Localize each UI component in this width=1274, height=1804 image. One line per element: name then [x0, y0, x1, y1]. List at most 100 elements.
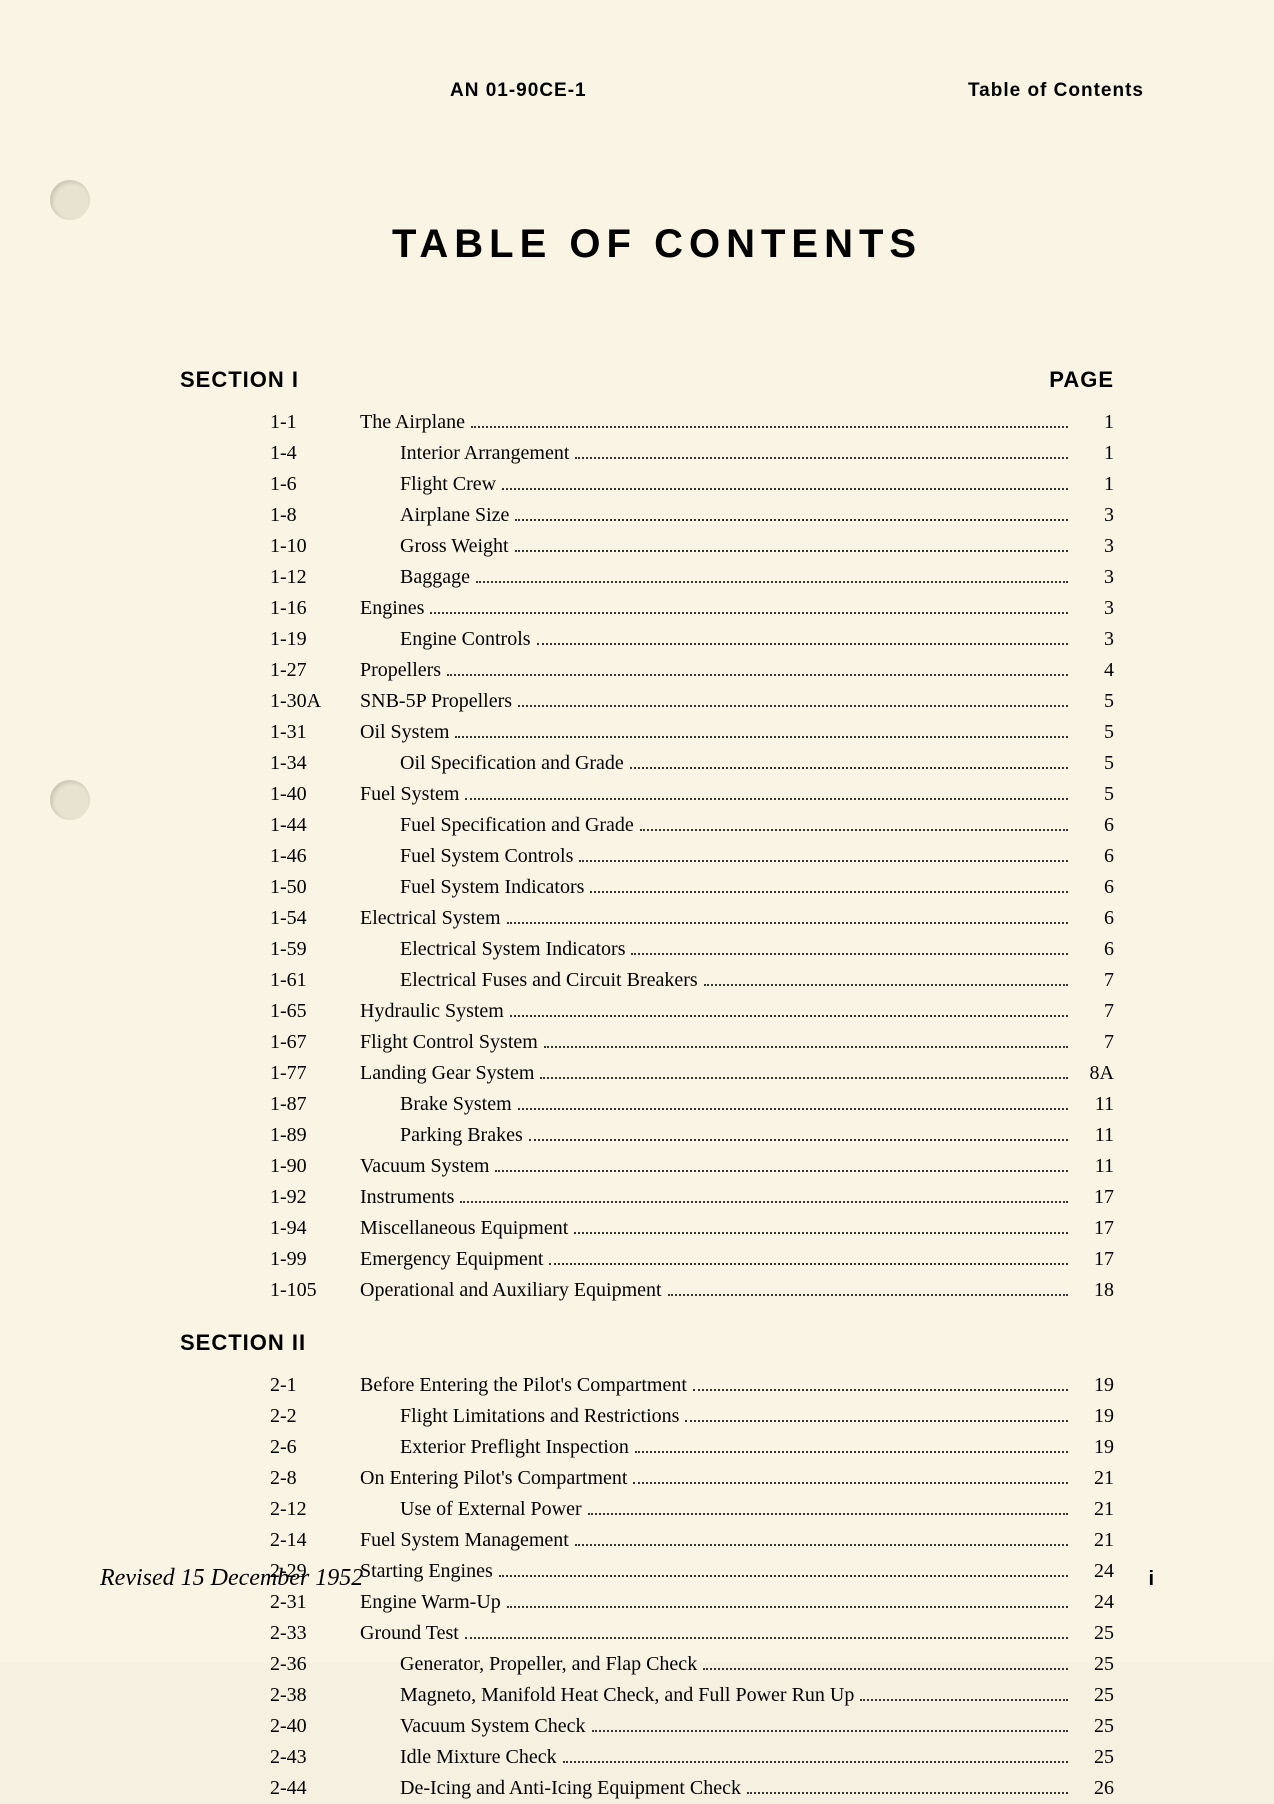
document-page: AN 01-90CE-1 Table of Contents TABLE OF …	[0, 0, 1274, 1662]
toc-entry: 1-16Engines3	[270, 593, 1114, 624]
toc-entry-title: Instruments	[360, 1182, 454, 1213]
toc-dotted-leader	[860, 1699, 1068, 1701]
toc-entry-number: 1-65	[270, 996, 360, 1027]
toc-entry-number: 1-77	[270, 1058, 360, 1089]
toc-entry-title: Gross Weight	[360, 531, 509, 562]
toc-entry-title: Engines	[360, 593, 424, 624]
toc-entry-title: Baggage	[360, 562, 470, 593]
toc-entry-page: 5	[1074, 717, 1114, 748]
toc-dotted-leader	[471, 426, 1068, 428]
toc-dotted-leader	[515, 550, 1068, 552]
toc-entry-title: Interior Arrangement	[360, 438, 569, 469]
toc-dotted-leader	[507, 1606, 1068, 1608]
toc-entry: 1-92Instruments17	[270, 1182, 1114, 1213]
toc-entry-title: Electrical System Indicators	[360, 934, 625, 965]
toc-dotted-leader	[465, 798, 1068, 800]
toc-entry-title: Landing Gear System	[360, 1058, 534, 1089]
toc-dotted-leader	[575, 1544, 1068, 1546]
toc-entry-number: 2-43	[270, 1742, 360, 1773]
toc-entry: 2-14Fuel System Management21	[270, 1525, 1114, 1556]
toc-entry-number: 1-31	[270, 717, 360, 748]
toc-dotted-leader	[495, 1170, 1068, 1172]
toc-dotted-leader	[447, 674, 1068, 676]
toc-entry: 1-94Miscellaneous Equipment17	[270, 1213, 1114, 1244]
toc-entry: 1-31Oil System5	[270, 717, 1114, 748]
toc-entry-title: Ground Test	[360, 1618, 459, 1649]
toc-entry-page: 1	[1074, 407, 1114, 438]
toc-entry-title: On Entering Pilot's Compartment	[360, 1463, 627, 1494]
toc-entry-number: 1-27	[270, 655, 360, 686]
toc-entry-number: 1-8	[270, 500, 360, 531]
toc-dotted-leader	[635, 1451, 1068, 1453]
toc-entry-number: 2-36	[270, 1649, 360, 1680]
toc-entry: 1-44Fuel Specification and Grade6	[270, 810, 1114, 841]
toc-dotted-leader	[540, 1077, 1068, 1079]
toc-entry-title: Brake System	[360, 1089, 512, 1120]
toc-entry-title: Flight Control System	[360, 1027, 538, 1058]
toc-entry-number: 2-12	[270, 1494, 360, 1525]
toc-entry-page: 3	[1074, 500, 1114, 531]
toc-dotted-leader	[574, 1232, 1068, 1234]
toc-entry-title: Fuel System Management	[360, 1525, 569, 1556]
toc-entry-title: Electrical Fuses and Circuit Breakers	[360, 965, 698, 996]
toc-dotted-leader	[668, 1294, 1068, 1296]
toc-entry: 1-19Engine Controls3	[270, 624, 1114, 655]
toc-dotted-leader	[529, 1139, 1068, 1141]
toc-entry-title: SNB-5P Propellers	[360, 686, 512, 717]
toc-entry: 1-50Fuel System Indicators6	[270, 872, 1114, 903]
toc-dotted-leader	[588, 1513, 1068, 1515]
toc-entry-number: 1-34	[270, 748, 360, 779]
toc-entry-page: 11	[1074, 1089, 1114, 1120]
toc-entry-title: Propellers	[360, 655, 441, 686]
header-right: Table of Contents	[968, 80, 1144, 102]
toc-entry: 2-40Vacuum System Check25	[270, 1711, 1114, 1742]
toc-entry-page: 5	[1074, 748, 1114, 779]
toc-dotted-leader	[633, 1482, 1068, 1484]
toc-entry-number: 1-59	[270, 934, 360, 965]
toc-dotted-leader	[592, 1730, 1068, 1732]
toc-entry-page: 19	[1074, 1370, 1114, 1401]
toc-entry-number: 1-94	[270, 1213, 360, 1244]
toc-entry-page: 7	[1074, 1027, 1114, 1058]
toc-entry-page: 21	[1074, 1463, 1114, 1494]
toc-entry-title: Idle Mixture Check	[360, 1742, 557, 1773]
toc-entry-title: Emergency Equipment	[360, 1244, 543, 1275]
toc-entry: 1-99Emergency Equipment17	[270, 1244, 1114, 1275]
toc-entry-title: Fuel System Controls	[360, 841, 573, 872]
toc-dotted-leader	[693, 1389, 1068, 1391]
toc-entry-page: 5	[1074, 686, 1114, 717]
page-header: AN 01-90CE-1 Table of Contents	[160, 80, 1154, 102]
toc-entry: 2-6Exterior Preflight Inspection19	[270, 1432, 1114, 1463]
toc-entry-page: 3	[1074, 562, 1114, 593]
toc-entry-page: 25	[1074, 1680, 1114, 1711]
section-label: SECTION II	[160, 1330, 1154, 1356]
toc-dotted-leader	[579, 860, 1068, 862]
toc-entry-page: 6	[1074, 903, 1114, 934]
toc-entry-number: 2-33	[270, 1618, 360, 1649]
toc-entry-number: 1-1	[270, 407, 360, 438]
toc-entry: 1-54Electrical System6	[270, 903, 1114, 934]
toc-entry-page: 19	[1074, 1401, 1114, 1432]
toc-entry-title: Flight Crew	[360, 469, 496, 500]
toc-dotted-leader	[631, 953, 1068, 955]
toc-entry-number: 1-6	[270, 469, 360, 500]
toc-entry-title: Vacuum System	[360, 1151, 489, 1182]
toc-entry-page: 7	[1074, 996, 1114, 1027]
toc-entry-page: 26	[1074, 1773, 1114, 1804]
toc-entry-number: 2-1	[270, 1370, 360, 1401]
page-footer: Revised 15 December 1952 i	[100, 1565, 1154, 1592]
toc-entry-page: 1	[1074, 438, 1114, 469]
toc-entry-number: 1-89	[270, 1120, 360, 1151]
toc-entry: 1-87Brake System11	[270, 1089, 1114, 1120]
toc-entry-number: 1-46	[270, 841, 360, 872]
toc-entry: 2-43Idle Mixture Check25	[270, 1742, 1114, 1773]
toc-dotted-leader	[455, 736, 1068, 738]
toc-entry: 1-90Vacuum System11	[270, 1151, 1114, 1182]
toc-entry: 1-67Flight Control System7	[270, 1027, 1114, 1058]
toc-entry: 2-38Magneto, Manifold Heat Check, and Fu…	[270, 1680, 1114, 1711]
toc-entry-page: 5	[1074, 779, 1114, 810]
toc-entry-number: 2-14	[270, 1525, 360, 1556]
toc-entry: 1-4Interior Arrangement1	[270, 438, 1114, 469]
toc-entry-number: 2-8	[270, 1463, 360, 1494]
toc-entry-number: 1-30A	[270, 686, 360, 717]
